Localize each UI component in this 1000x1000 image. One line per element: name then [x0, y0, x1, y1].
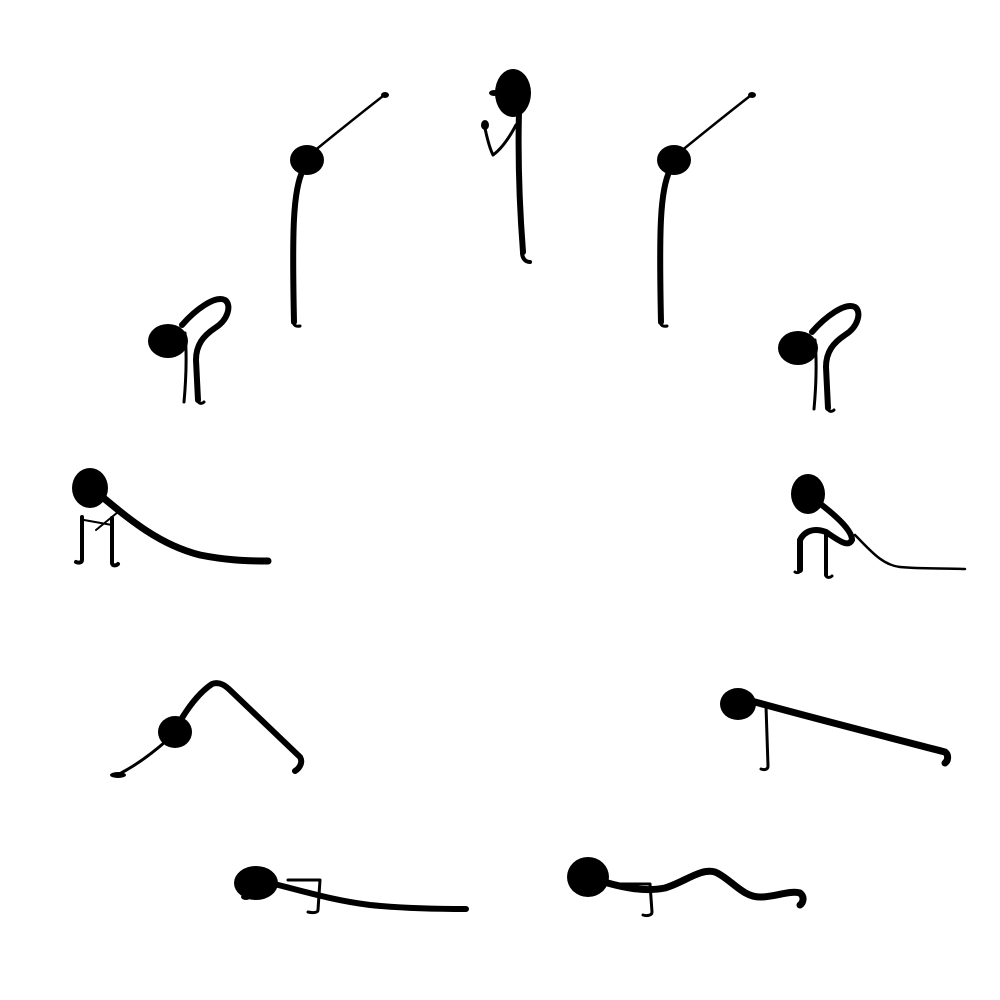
- raised-arms-pose-figure-icon: [290, 92, 389, 328]
- forward-bend-pose-figure-icon: [778, 303, 862, 413]
- low-lunge-pose-figure-icon: [791, 474, 967, 579]
- plank-pose-figure-icon: [720, 688, 952, 772]
- downward-dog-pose-figure-icon: [110, 680, 305, 778]
- forward-bend-pose-figure-icon: [148, 296, 232, 405]
- low-lunge-pose-figure-icon: [72, 468, 272, 568]
- raised-arms-pose-figure-icon: [657, 92, 756, 328]
- eight-limbed-pose-figure-icon: [234, 866, 469, 915]
- prayer-pose-figure-icon: [481, 69, 532, 264]
- cobra-pose-figure-icon: [567, 857, 807, 918]
